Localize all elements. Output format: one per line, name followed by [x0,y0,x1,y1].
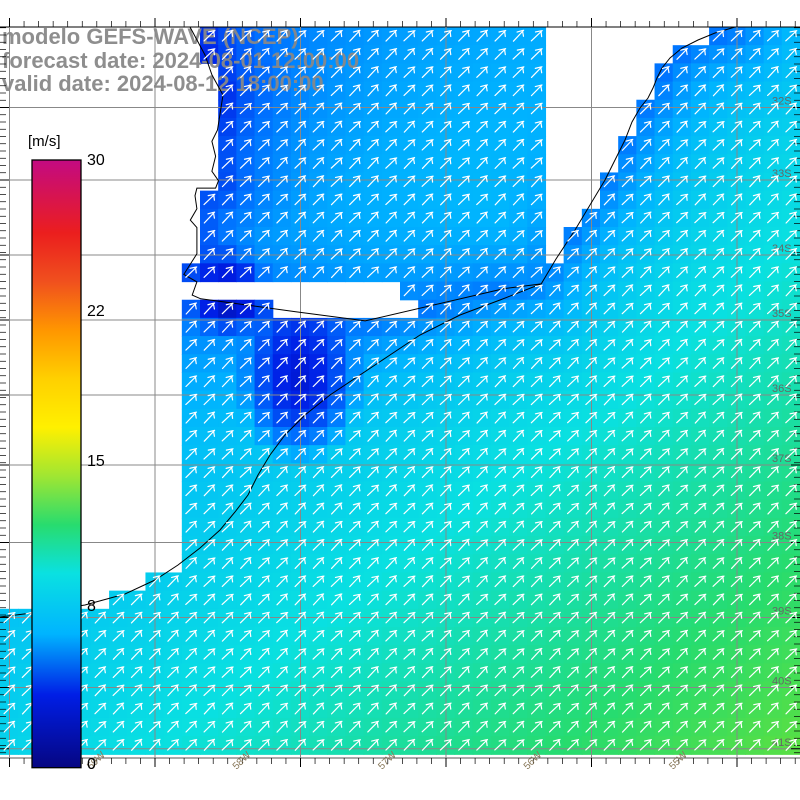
svg-text:valid date: 2024-08-12 18:00:0: valid date: 2024-08-12 18:00:00 [2,71,324,96]
svg-text:35S: 35S [772,308,792,320]
svg-text:8: 8 [87,598,96,615]
svg-text:33S: 33S [772,168,792,180]
svg-text:37S: 37S [772,453,792,465]
svg-text:[m/s]: [m/s] [28,133,61,150]
svg-text:modelo GEFS-WAVE (NCEP): modelo GEFS-WAVE (NCEP) [2,24,299,49]
svg-text:30: 30 [87,152,105,169]
svg-text:15: 15 [87,453,105,470]
svg-text:0: 0 [87,756,96,773]
svg-text:forecast date: 2024-08-01 12:0: forecast date: 2024-08-01 12:00:00 [2,48,359,73]
svg-text:36S: 36S [772,383,792,395]
svg-text:22: 22 [87,303,105,320]
